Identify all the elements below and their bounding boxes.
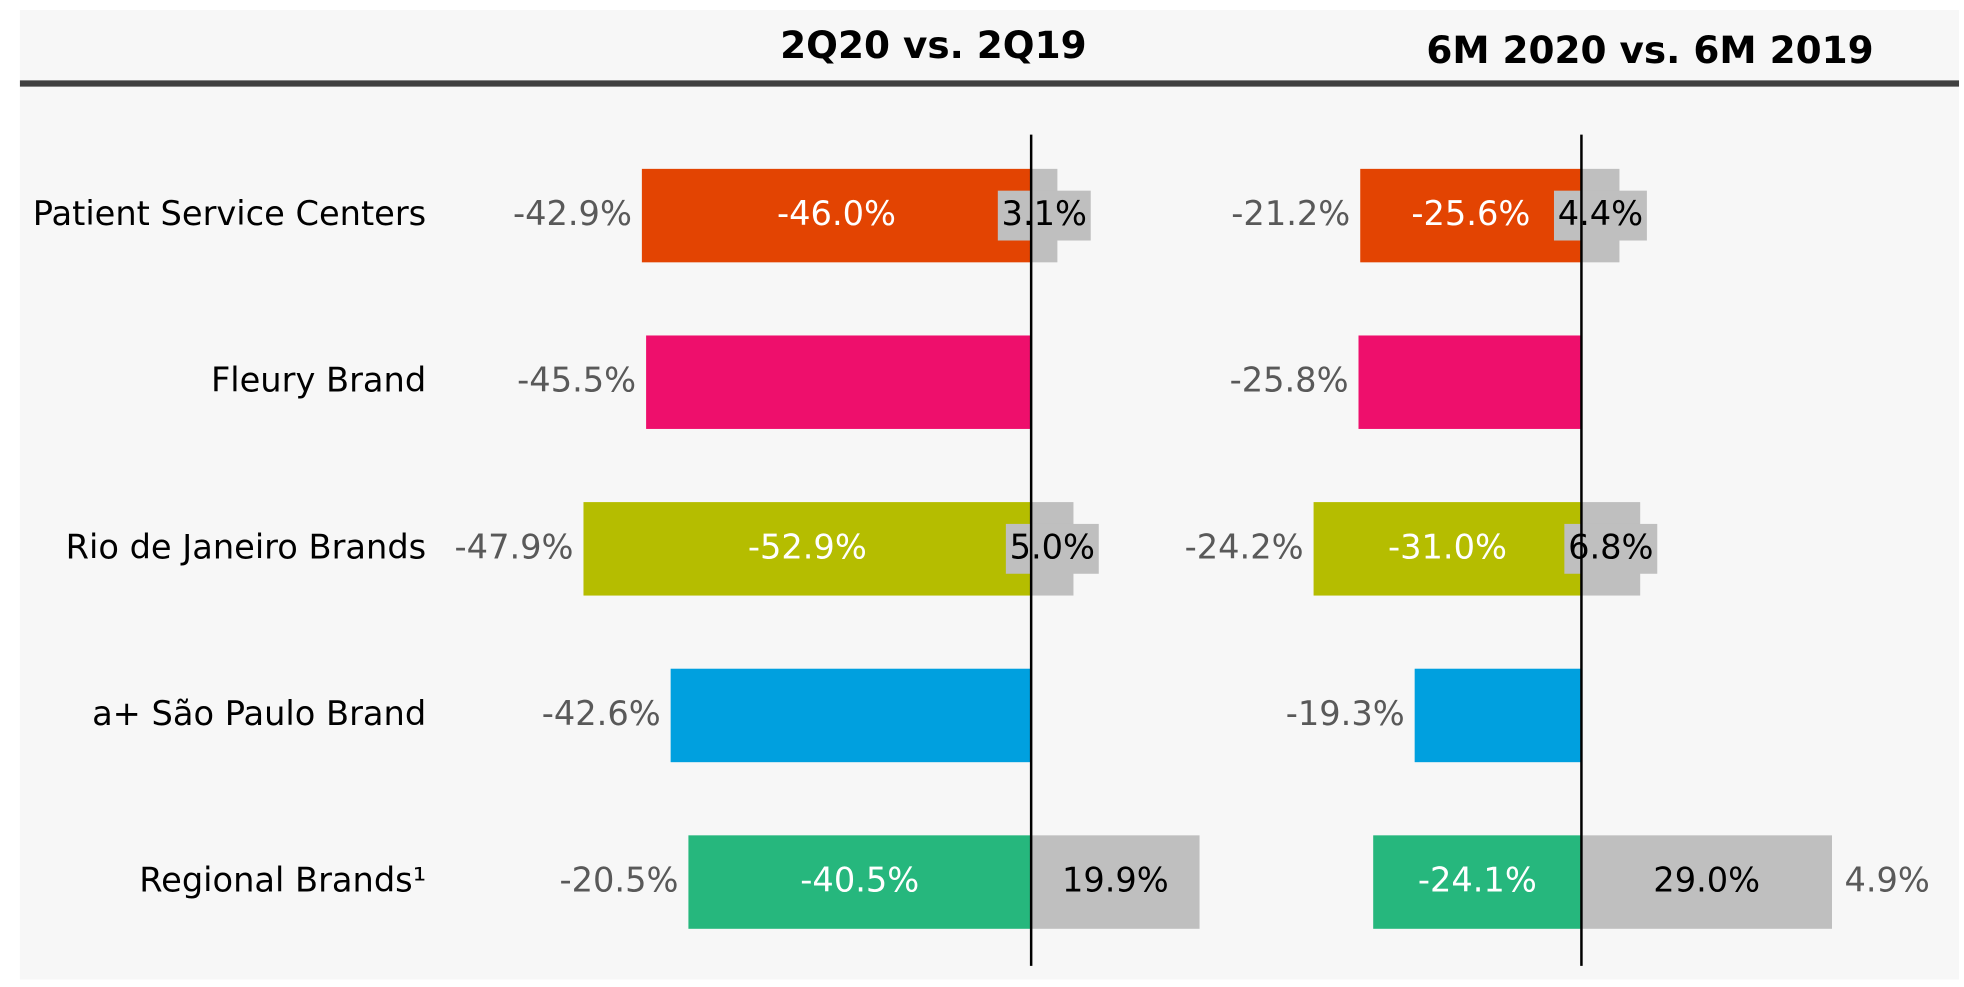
category-label: Fleury Brand	[211, 361, 426, 400]
total-label: -45.5%	[517, 361, 636, 400]
segment-label-background	[1553, 190, 1647, 241]
segment-label: 19.9%	[1062, 861, 1169, 900]
segment-label-background	[1005, 523, 1099, 574]
background	[19, 9, 1960, 980]
segment-label: 3.1%	[1002, 194, 1087, 233]
bar-segment	[1313, 502, 1582, 596]
total-label: -24.2%	[1185, 527, 1304, 566]
segment-label: -25.6%	[1411, 194, 1530, 233]
category-label: Patient Service Centers	[33, 194, 426, 233]
bar-segment	[1360, 168, 1582, 263]
segment-label-background	[1564, 523, 1658, 574]
bar	[1414, 668, 1582, 763]
total-label: 4.9%	[1844, 861, 1929, 900]
total-label: -42.9%	[513, 194, 632, 233]
category-label: a+ São Paulo Brand	[92, 694, 426, 733]
bar-segment	[688, 835, 1032, 929]
segment-label: -24.1%	[1418, 861, 1537, 900]
panel-title: 6M 2020 vs. 6M 2019	[1426, 28, 1873, 72]
segment-label: 29.0%	[1653, 861, 1760, 900]
panel-title: 2Q20 vs. 2Q19	[780, 23, 1086, 67]
segment-label: -40.5%	[800, 861, 919, 900]
segment-label: -46.0%	[777, 194, 896, 233]
bar	[1358, 335, 1582, 429]
segment-label: -52.9%	[748, 527, 867, 566]
category-label: Regional Brands¹	[139, 861, 426, 900]
segment-label: 4.4%	[1558, 194, 1643, 233]
bar-segment	[583, 502, 1032, 596]
bar	[670, 668, 1032, 763]
category-label: Rio de Janeiro Brands	[66, 527, 427, 566]
total-label: -21.2%	[1231, 194, 1350, 233]
segment-label-background	[997, 190, 1091, 241]
segment-label-background	[1058, 857, 1173, 907]
bar	[646, 335, 1032, 429]
bar-segment	[641, 168, 1032, 263]
total-label: -47.9%	[455, 527, 574, 566]
bar-segment	[1373, 835, 1582, 929]
segment-label: -31.0%	[1388, 527, 1507, 566]
total-label: -42.6%	[542, 694, 661, 733]
total-label: -20.5%	[559, 861, 678, 900]
segment-label: 5.0%	[1010, 527, 1095, 566]
segment-label-background	[1649, 857, 1764, 907]
total-label: -19.3%	[1286, 694, 1405, 733]
total-label: -25.8%	[1230, 361, 1349, 400]
